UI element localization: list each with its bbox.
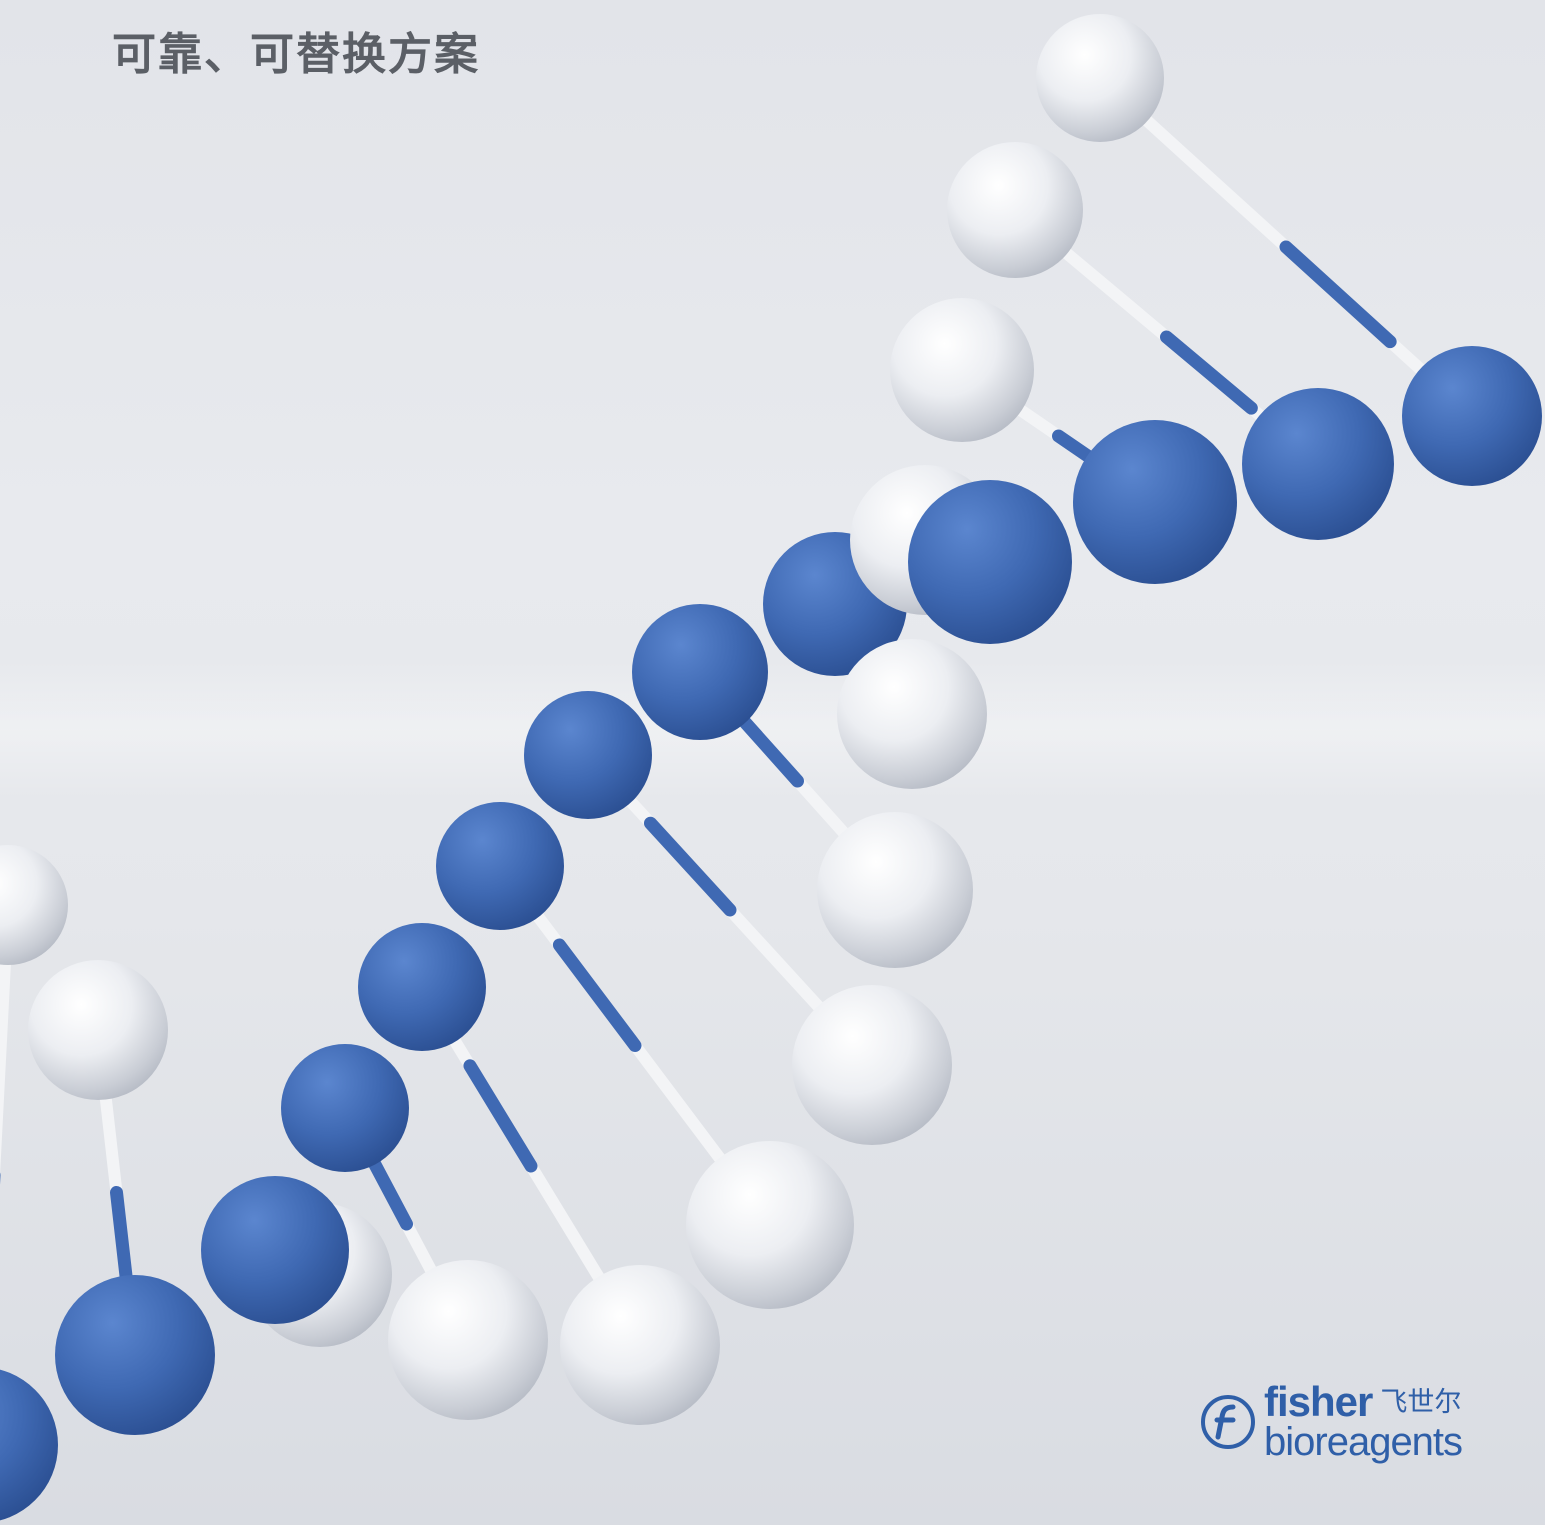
brand-name-cn: 飞世尔 [1380,1387,1462,1418]
helix-sphere-white [890,298,1034,442]
helix-sphere-blue [281,1044,409,1172]
helix-sphere-white [0,845,68,965]
helix-sphere-white [792,985,952,1145]
helix-spheres [0,14,1542,1521]
helix-sphere-blue [55,1275,215,1435]
helix-rung [1279,240,1397,349]
helix-sphere-white [560,1265,720,1425]
brand-logo: fisher 飞世尔 bioreagents [1200,1380,1500,1470]
helix-sphere-white [947,142,1083,278]
helix-sphere-blue [0,1369,58,1521]
helix-sphere-white [686,1141,854,1309]
page-headline: 可靠、可替换方案 [112,29,480,80]
helix-sphere-white [817,812,973,968]
helix-rung [736,713,804,788]
helix-rung [365,1152,413,1231]
brand-name-row: fisher 飞世尔 [1264,1380,1461,1424]
helix-rung [643,816,737,917]
helix-rung [110,1186,134,1290]
helix-rung [1160,330,1258,415]
helix-sphere-blue [1242,388,1394,540]
helix-sphere-white [1036,14,1164,142]
helix-sphere-blue [1073,420,1237,584]
background-haze [0,660,1545,800]
brand-name-en: fisher [1264,1378,1373,1425]
helix-rung [463,1059,538,1173]
helix-sphere-white [837,639,987,789]
helix-sphere-blue [436,802,564,930]
brand-subline: bioreagents [1264,1420,1463,1464]
helix-rung [0,899,14,1176]
helix-sphere-blue [524,691,652,819]
helix-sphere-blue [358,923,486,1051]
helix-rung [552,938,642,1052]
helix-sphere-white [388,1260,548,1420]
helix-sphere-blue [908,480,1072,644]
helix-sphere-blue [201,1176,349,1324]
helix-sphere-blue [1402,346,1542,486]
helix-sphere-white [28,960,168,1100]
fisher-f-circle-icon [1201,1395,1255,1449]
helix-sphere-blue [632,604,768,740]
